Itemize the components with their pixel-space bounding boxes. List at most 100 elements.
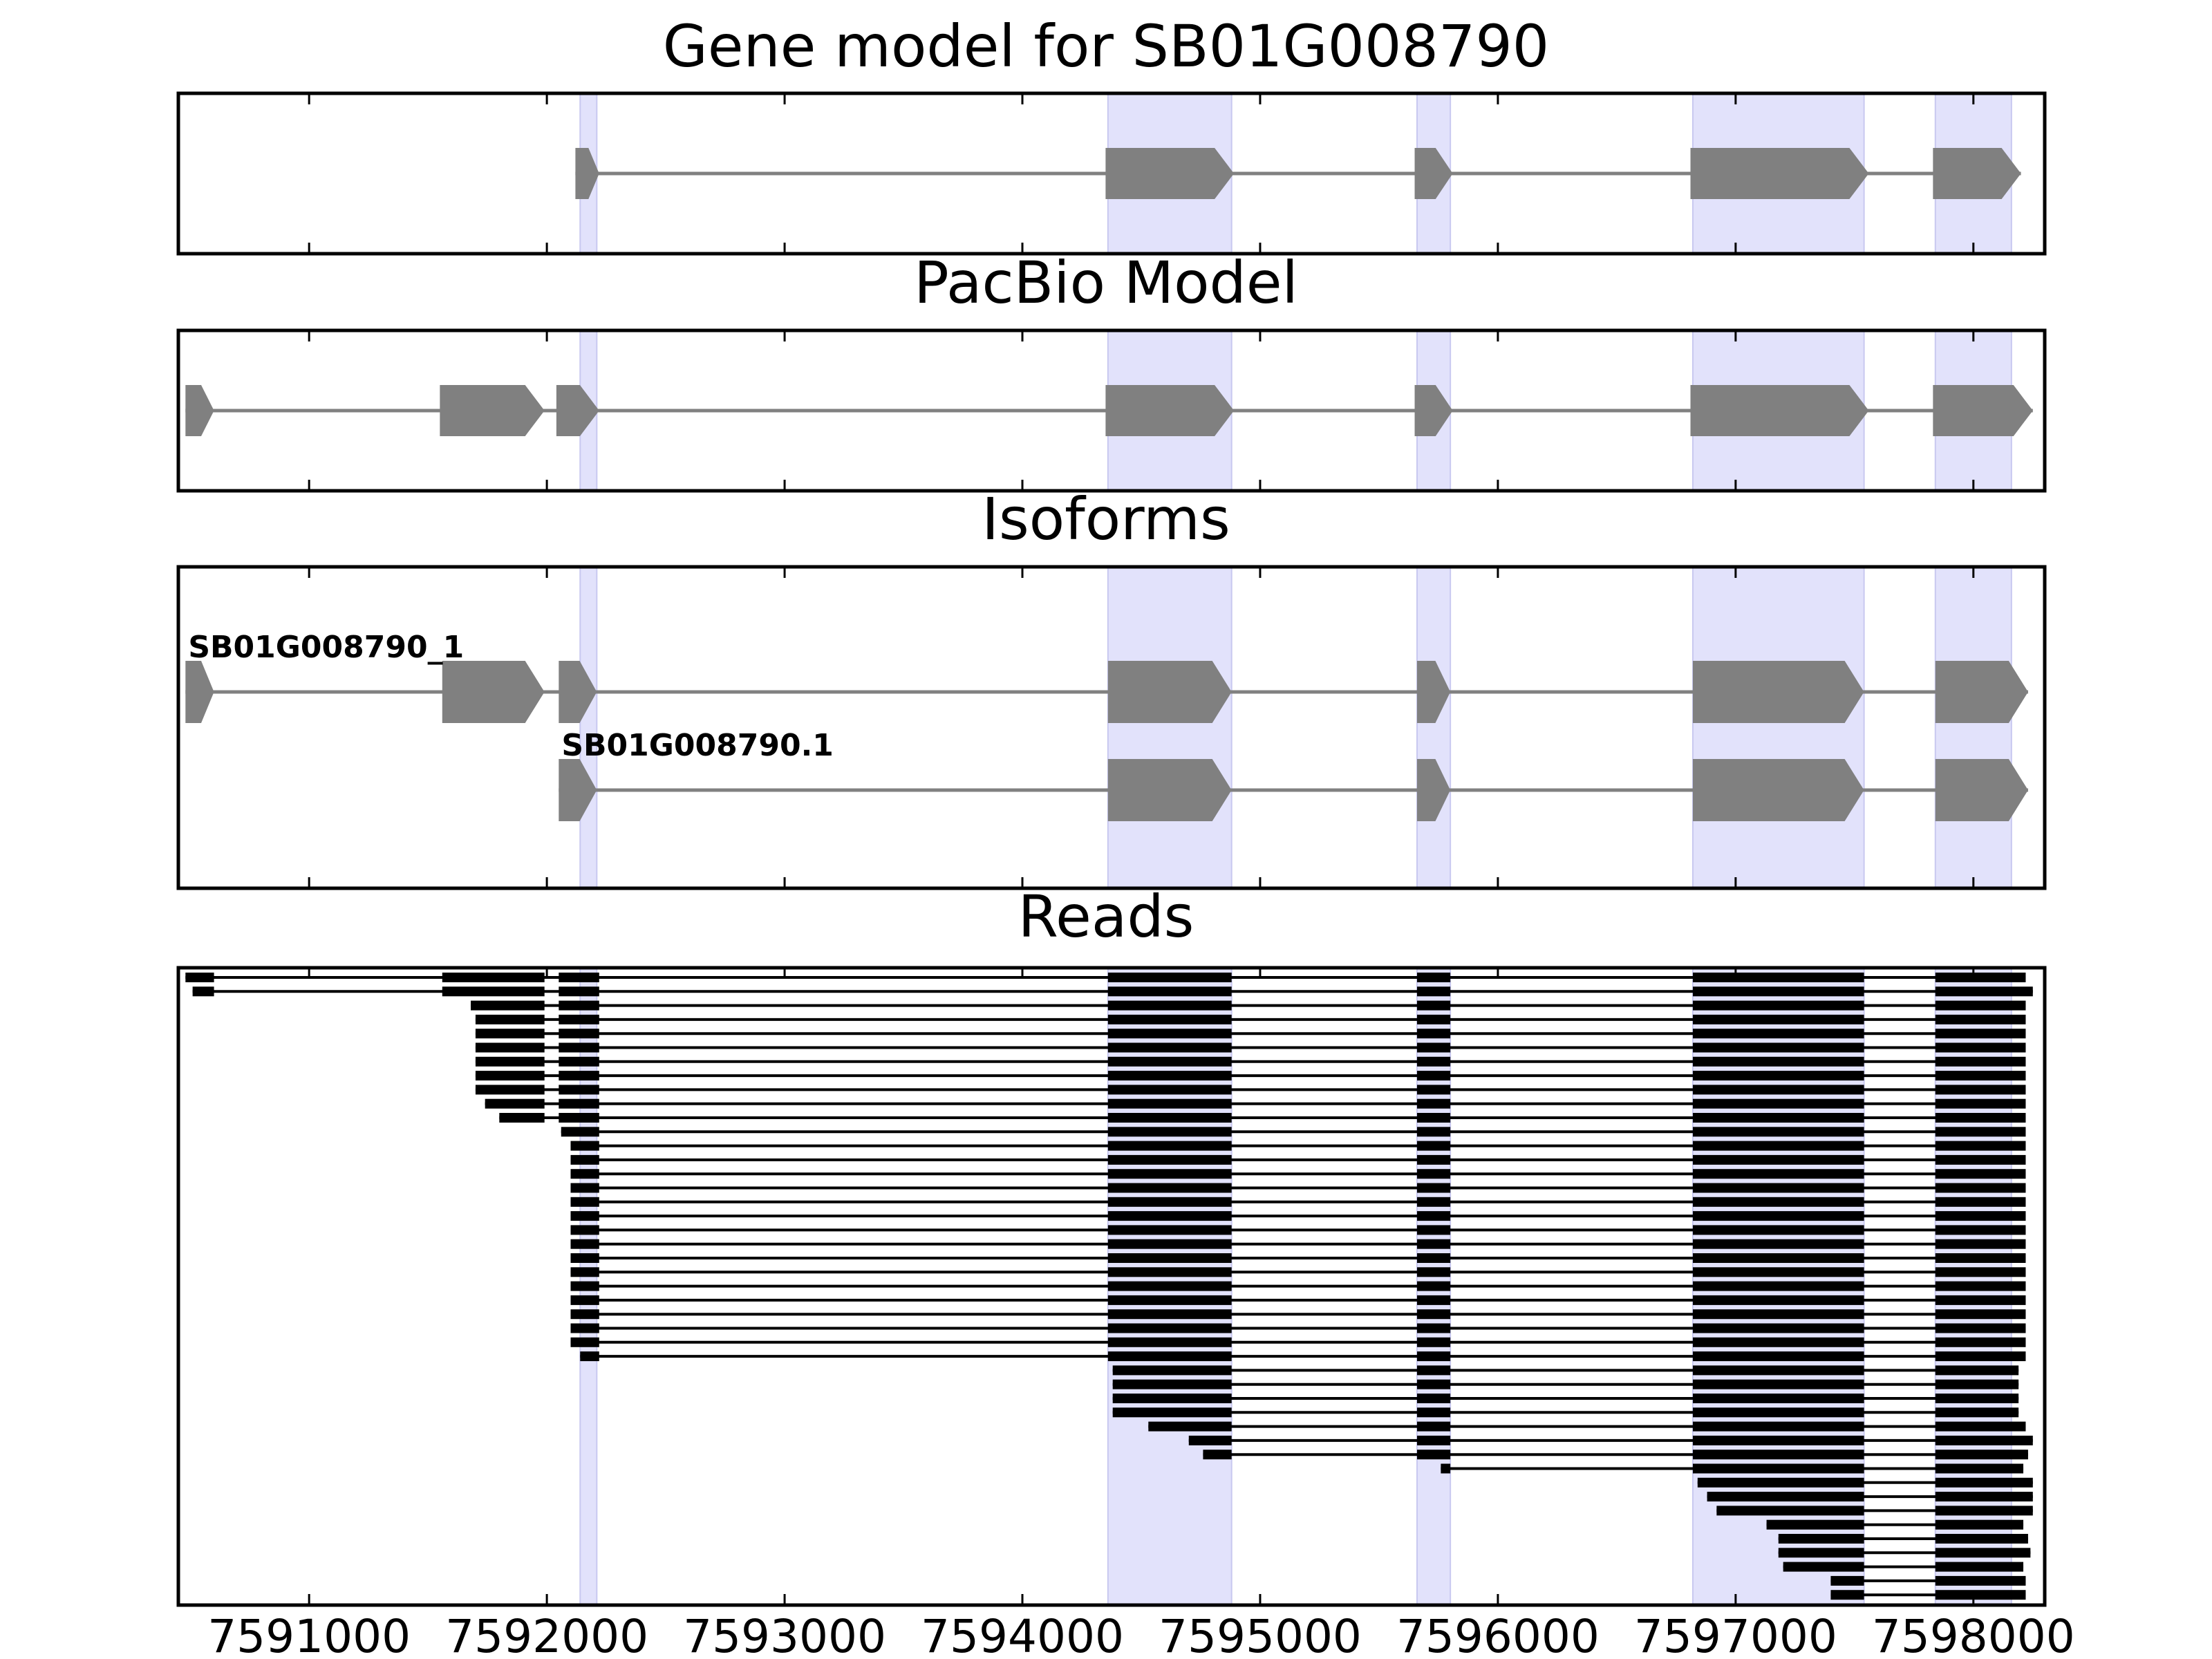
read xyxy=(471,1000,2026,1011)
read-block xyxy=(1830,1590,1864,1600)
read xyxy=(570,1169,2026,1179)
read-block xyxy=(570,1169,599,1179)
read-block xyxy=(1416,1197,1451,1207)
read-block xyxy=(1416,1113,1451,1123)
read-block xyxy=(1935,1197,2026,1207)
exon-block xyxy=(1414,148,1453,199)
read-block xyxy=(1107,1056,1232,1067)
read-block xyxy=(1416,1365,1451,1376)
read-block xyxy=(559,1014,599,1024)
exon-block xyxy=(185,385,214,436)
read-block xyxy=(1935,1394,2019,1403)
read-block xyxy=(1107,1323,1232,1333)
read-block xyxy=(1416,1351,1451,1362)
read xyxy=(570,1323,2026,1333)
read-block xyxy=(1441,1463,1451,1474)
panel-frame xyxy=(176,966,2047,1607)
read-block xyxy=(1692,1239,1864,1249)
read-block xyxy=(1416,1407,1451,1418)
read-block xyxy=(1416,1042,1451,1053)
read-block xyxy=(1416,1394,1451,1403)
read xyxy=(570,1154,2026,1165)
read-block xyxy=(1692,1183,1864,1193)
x-tick-label: 7592000 xyxy=(445,1610,648,1659)
read-block xyxy=(559,1098,599,1109)
read xyxy=(1148,1421,2026,1432)
exon-block xyxy=(442,661,545,723)
x-tick-label: 7591000 xyxy=(207,1610,411,1659)
read xyxy=(1112,1394,2019,1403)
read-block xyxy=(1692,1365,1864,1376)
x-tick-label: 7596000 xyxy=(1396,1610,1600,1659)
read-block xyxy=(1692,1042,1864,1053)
panel-frame xyxy=(176,91,2047,256)
highlight-region xyxy=(1934,566,2012,889)
read xyxy=(570,1281,2026,1291)
read-block xyxy=(570,1295,599,1305)
read-block xyxy=(1783,1562,1864,1572)
read-block xyxy=(1107,1098,1232,1109)
x-tick-label: 7595000 xyxy=(1159,1610,1362,1659)
read-block xyxy=(1935,1029,2026,1039)
read-block xyxy=(1935,1309,2026,1320)
x-tick-label: 7597000 xyxy=(1634,1610,1837,1659)
read-block xyxy=(1416,1154,1451,1165)
read-block xyxy=(1107,1295,1232,1305)
read-block xyxy=(570,1225,599,1235)
read-block xyxy=(1107,1211,1232,1221)
read xyxy=(475,1085,2026,1095)
read-block xyxy=(1112,1407,1232,1418)
read-block xyxy=(1416,1127,1451,1137)
read-block xyxy=(1416,1295,1451,1305)
read-block xyxy=(192,986,214,997)
read-block xyxy=(475,1042,545,1053)
read-block xyxy=(1692,1014,1864,1024)
read-block xyxy=(1692,1421,1864,1432)
read xyxy=(475,1056,2026,1067)
read-block xyxy=(570,1337,599,1347)
x-axis-tick-labels: 7591000 7592000 7593000 7594000 7595000 … xyxy=(207,1610,2075,1659)
read-block xyxy=(1692,1071,1864,1081)
read-block xyxy=(1692,1351,1864,1362)
read-block xyxy=(1416,1000,1451,1011)
isoform-label: SB01G008790.1 xyxy=(561,728,834,763)
exon-block xyxy=(1690,385,1869,436)
read-block xyxy=(1935,1141,2026,1151)
read-block xyxy=(1107,986,1232,997)
read xyxy=(1778,1534,2028,1544)
read-block xyxy=(1935,1323,2026,1333)
highlight-region xyxy=(1107,566,1232,889)
exon-block xyxy=(1414,385,1453,436)
read-block xyxy=(1935,1042,2026,1053)
read-block xyxy=(1692,1295,1864,1305)
read-block xyxy=(559,1000,599,1011)
read-block xyxy=(1692,1197,1864,1207)
read-block xyxy=(499,1113,545,1123)
read-block xyxy=(1692,986,1864,997)
read-block xyxy=(1692,1211,1864,1221)
read xyxy=(1441,1463,2024,1474)
read xyxy=(1830,1590,2026,1600)
read-block xyxy=(1416,986,1451,997)
x-tick-label: 7598000 xyxy=(1872,1610,2075,1659)
read xyxy=(570,1239,2026,1249)
read-block xyxy=(1697,1477,1864,1488)
read-block xyxy=(1692,1098,1864,1109)
read-block xyxy=(1416,1211,1451,1221)
read xyxy=(570,1337,2026,1347)
isoform-label: SB01G008790_1 xyxy=(188,630,464,665)
read xyxy=(1112,1407,2019,1418)
read-block xyxy=(1107,1337,1232,1347)
read-block xyxy=(1935,1379,2019,1389)
read-block xyxy=(1107,1014,1232,1024)
read-block xyxy=(1935,1575,2026,1586)
read-block xyxy=(1935,1590,2026,1600)
exon-block xyxy=(1105,148,1235,199)
read-block xyxy=(475,1029,545,1039)
exon-block xyxy=(575,148,599,199)
panel-frame xyxy=(176,565,2047,890)
read-block xyxy=(1935,1056,2026,1067)
read-block xyxy=(1692,1169,1864,1179)
read-block xyxy=(1416,1435,1451,1445)
read-block xyxy=(1766,1519,1864,1530)
